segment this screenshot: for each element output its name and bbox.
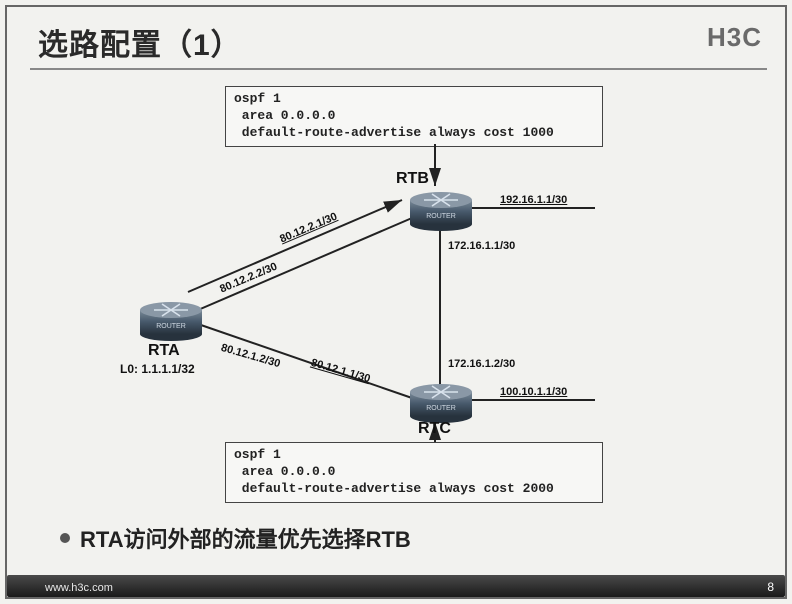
- node-sublabel-rta: L0: 1.1.1.1/32: [120, 362, 195, 376]
- config-box-top: ospf 1 area 0.0.0.0 default-route-advert…: [225, 86, 603, 147]
- bullet-text: RTA访问外部的流量优先选择RTB: [80, 522, 411, 554]
- edge-rtb-right: 192.16.1.1/30: [500, 194, 567, 206]
- cfg-top-line2: area 0.0.0.0: [234, 108, 335, 123]
- node-label-rta: RTA: [148, 342, 180, 360]
- edge-rtb-rtc-top: 172.16.1.1/30: [448, 240, 515, 252]
- bullet-dot-icon: [60, 533, 70, 543]
- brand-logo: H3C: [707, 22, 762, 53]
- footer-page-number: 8: [767, 580, 774, 594]
- cfg-top-line1: ospf 1: [234, 91, 281, 106]
- title-divider: [30, 68, 767, 70]
- node-label-rtb: RTB: [396, 170, 429, 188]
- cfg-top-line3: default-route-advertise always cost 1000: [234, 125, 554, 140]
- bullet-statement: RTA访问外部的流量优先选择RTB: [60, 522, 411, 554]
- footer-bar: [7, 575, 785, 597]
- cfg-bot-line1: ospf 1: [234, 447, 281, 462]
- node-label-rtc: RTC: [418, 420, 451, 438]
- footer-url: www.h3c.com: [45, 582, 113, 594]
- slide-title: 选路配置（1）: [38, 20, 242, 64]
- edge-rtc-right: 100.10.1.1/30: [500, 386, 567, 398]
- cfg-bot-line2: area 0.0.0.0: [234, 464, 335, 479]
- edge-rtb-rtc-bottom: 172.16.1.2/30: [448, 358, 515, 370]
- config-box-bottom: ospf 1 area 0.0.0.0 default-route-advert…: [225, 442, 603, 503]
- cfg-bot-line3: default-route-advertise always cost 2000: [234, 481, 554, 496]
